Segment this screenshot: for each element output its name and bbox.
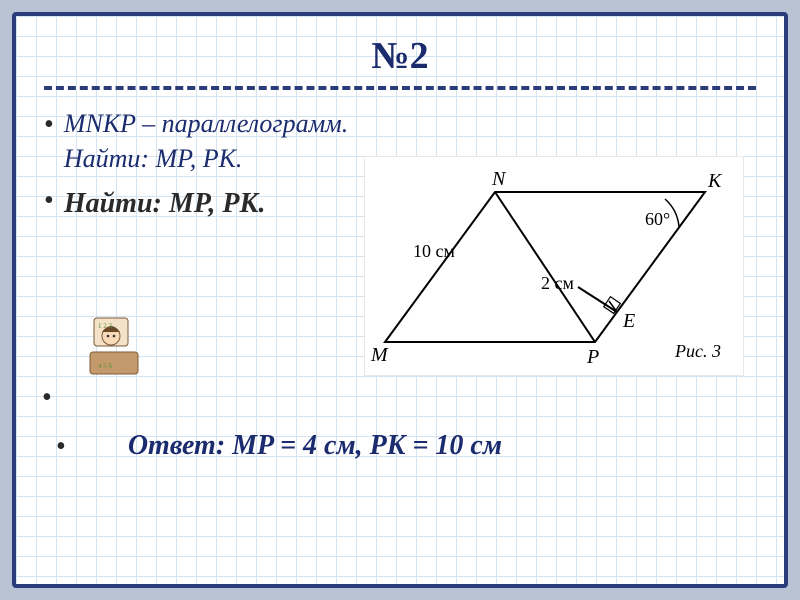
label-k: K	[707, 170, 723, 192]
answer-text: Ответ: MP = 4 см, РK = 10 см	[128, 430, 502, 462]
label-m: M	[370, 344, 389, 366]
given-text: MNKP – параллелограмм.	[64, 106, 348, 141]
figure-svg: N K M P E 10 см 2 см 60° Рис. 3	[365, 157, 745, 377]
slide-frame: №2 • MNKP – параллелограмм. Найти: MP, P…	[12, 12, 788, 588]
svg-text:1 2 3: 1 2 3	[98, 322, 113, 330]
title-divider	[44, 86, 756, 90]
label-p: P	[586, 346, 599, 368]
figure-caption: Рис. 3	[674, 341, 721, 361]
label-n: N	[491, 168, 507, 190]
label-ne-length: 2 см	[541, 273, 574, 293]
bullet-icon: •	[44, 184, 54, 218]
bullet-icon: •	[42, 382, 52, 414]
height-ne	[578, 287, 617, 312]
geometry-figure: N K M P E 10 см 2 см 60° Рис. 3	[364, 156, 744, 376]
slide-title: №2	[44, 34, 756, 78]
label-mn-length: 10 см	[413, 241, 455, 261]
bullet-icon: •	[44, 108, 54, 142]
problem-block: MNKP – параллелограмм. Найти: MP, PK.	[64, 106, 348, 176]
answer-row: • 1 2 3 4 5 6 Ответ: MP = 4 см, РK = 10 …	[56, 428, 502, 464]
bullet-icon: •	[56, 430, 66, 464]
svg-text:4 5 6: 4 5 6	[98, 362, 113, 370]
label-angle-k: 60°	[645, 209, 670, 229]
find-text-italic: Найти: MP, PK.	[64, 141, 348, 176]
teacher-icon: 1 2 3 4 5 6	[84, 312, 144, 382]
find-text-bold: Найти: МР, РК.	[64, 188, 266, 220]
label-e: E	[622, 310, 635, 332]
diagonal-np	[495, 192, 595, 342]
